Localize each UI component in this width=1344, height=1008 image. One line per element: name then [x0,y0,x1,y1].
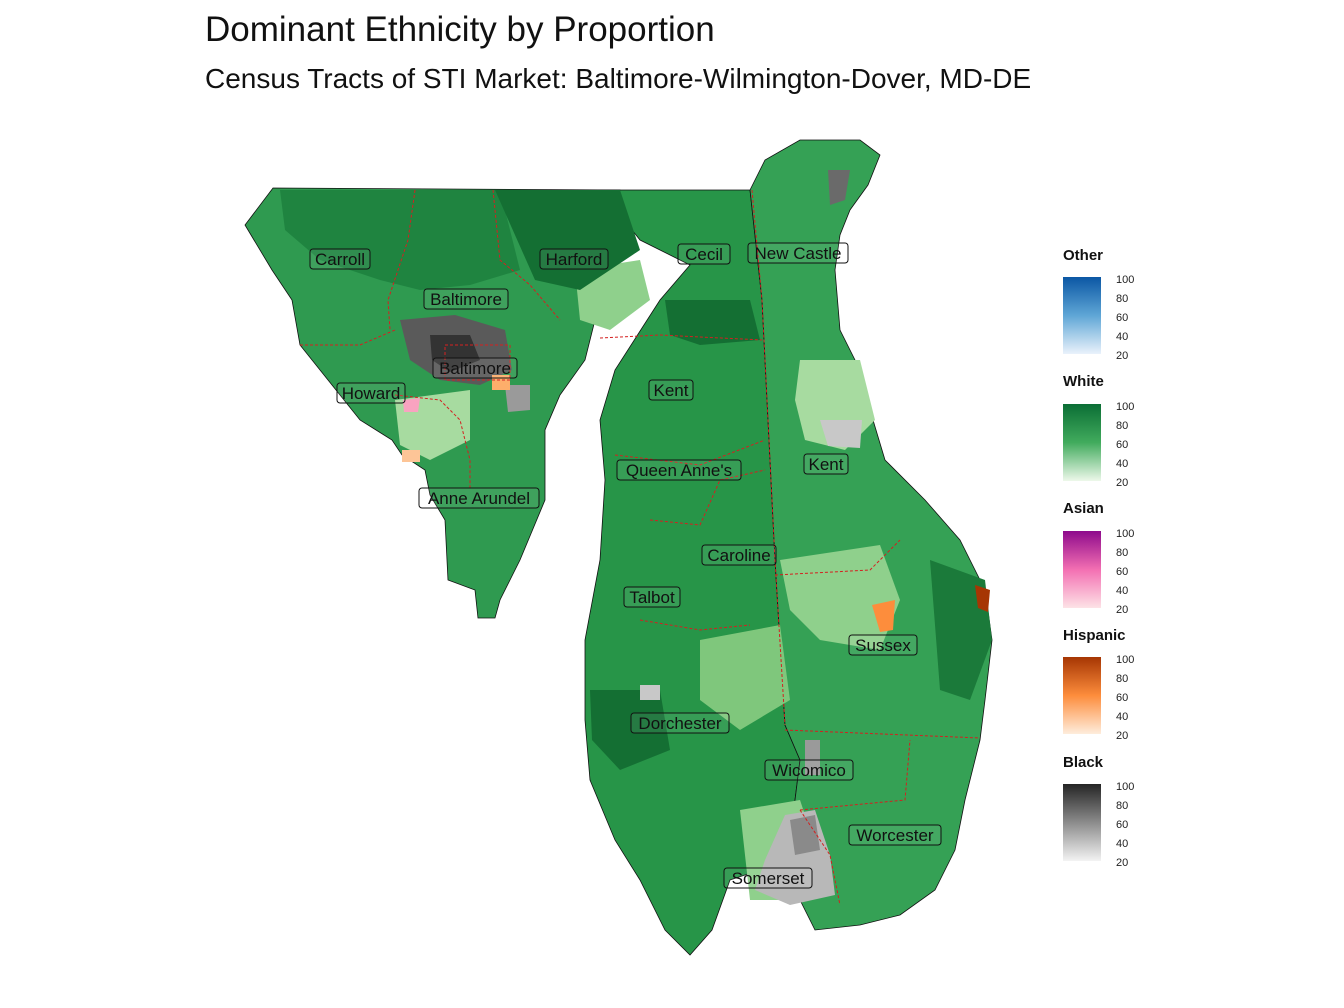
county-label-baltimore-city: Baltimore [432,357,518,379]
map-title: Dominant Ethnicity by Proportion [205,10,715,49]
svg-text:Anne Arundel: Anne Arundel [428,489,530,508]
legend-hispanic: Hispanic 100 80 60 40 20 [1063,627,1134,742]
svg-text:Other: Other [1063,247,1103,264]
lighter-green-tracts [780,545,900,650]
legend-black-colorbar [1063,784,1101,861]
svg-text:20: 20 [1116,350,1128,362]
legend-hispanic-colorbar [1063,657,1101,734]
black-majority-tracts [640,685,660,700]
black-majority-tracts [790,815,820,855]
hispanic-majority-tracts [872,600,895,632]
black-majority-tracts [820,420,862,448]
svg-text:80: 80 [1116,547,1128,559]
svg-text:40: 40 [1116,711,1128,723]
svg-text:80: 80 [1116,293,1128,305]
svg-text:Caroline: Caroline [707,546,770,565]
legend-black: Black 100 80 60 40 20 [1063,754,1134,869]
legend-asian: Asian 100 80 60 40 20 [1063,500,1134,616]
county-label-kent-de: Kent [803,453,849,475]
county-label-harford: Harford [539,248,609,270]
legend-white: White 100 80 60 40 20 [1063,373,1134,489]
darker-green-tracts [665,300,760,345]
county-label-talbot: Talbot [623,586,681,608]
county-label-sussex: Sussex [848,634,918,656]
svg-text:Hispanic: Hispanic [1063,627,1126,644]
county-label-worcester: Worcester [848,824,942,846]
hispanic-majority-tracts [402,450,420,462]
svg-text:60: 60 [1116,566,1128,578]
county-label-carroll: Carroll [309,248,371,270]
svg-text:Kent: Kent [809,455,844,474]
county-label-dorchester: Dorchester [630,712,730,734]
svg-text:Baltimore: Baltimore [430,290,502,309]
hispanic-majority-tracts [492,375,510,390]
svg-text:Dorchester: Dorchester [638,714,721,733]
county-label-wicomico: Wicomico [764,759,854,781]
svg-text:Baltimore: Baltimore [439,359,511,378]
svg-text:Harford: Harford [546,250,603,269]
legend-white-colorbar [1063,404,1101,481]
black-majority-tracts [505,385,530,412]
svg-text:White: White [1063,373,1104,390]
svg-text:20: 20 [1116,604,1128,616]
svg-text:Asian: Asian [1063,500,1104,517]
map-subtitle: Census Tracts of STI Market: Baltimore-W… [205,63,1032,94]
svg-text:Talbot: Talbot [629,588,675,607]
svg-text:Kent: Kent [654,381,689,400]
county-boundaries [300,189,981,906]
legend-other: Other 100 80 60 40 20 [1063,247,1134,362]
county-label-new-castle: New Castle [747,242,849,264]
svg-text:20: 20 [1116,730,1128,742]
black-majority-tracts [430,335,480,372]
svg-text:20: 20 [1116,857,1128,869]
svg-text:New Castle: New Castle [755,244,842,263]
svg-text:60: 60 [1116,439,1128,451]
svg-text:100: 100 [1116,781,1134,793]
svg-text:100: 100 [1116,274,1134,286]
hispanic-majority-tracts [975,585,990,612]
black-majority-tracts [805,740,820,775]
county-label-howard: Howard [336,382,406,404]
svg-text:40: 40 [1116,331,1128,343]
darker-green-tracts [495,190,640,290]
darker-green-tracts [590,690,670,770]
svg-text:40: 40 [1116,838,1128,850]
svg-text:100: 100 [1116,654,1134,666]
svg-text:Worcester: Worcester [856,826,933,845]
svg-text:Sussex: Sussex [855,636,911,655]
svg-text:40: 40 [1116,458,1128,470]
svg-text:Black: Black [1063,754,1104,771]
svg-text:100: 100 [1116,401,1134,413]
svg-text:60: 60 [1116,312,1128,324]
county-label-somerset: Somerset [723,867,813,889]
legend-asian-colorbar [1063,531,1101,608]
svg-text:60: 60 [1116,819,1128,831]
svg-text:Wicomico: Wicomico [772,761,846,780]
svg-text:40: 40 [1116,585,1128,597]
county-label-queen-annes: Queen Anne's [616,459,742,481]
black-majority-tracts [828,170,850,205]
svg-text:60: 60 [1116,692,1128,704]
darker-green-tracts [280,190,520,290]
svg-text:Queen Anne's: Queen Anne's [626,461,732,480]
county-label-cecil: Cecil [677,243,731,265]
county-label-baltimore-county: Baltimore [423,288,509,310]
asian-majority-tracts [403,398,420,412]
legend-other-colorbar [1063,277,1101,354]
svg-text:Cecil: Cecil [685,245,723,264]
svg-text:80: 80 [1116,800,1128,812]
county-label-anne-arundel: Anne Arundel [418,487,540,509]
county-label-kent-md: Kent [648,379,694,401]
svg-text:20: 20 [1116,477,1128,489]
svg-text:80: 80 [1116,420,1128,432]
county-label-caroline: Caroline [701,544,777,566]
svg-text:100: 100 [1116,528,1134,540]
lighter-green-tracts [700,625,790,730]
svg-text:Carroll: Carroll [315,250,365,269]
svg-text:Howard: Howard [342,384,401,403]
svg-text:Somerset: Somerset [732,869,805,888]
svg-text:80: 80 [1116,673,1128,685]
